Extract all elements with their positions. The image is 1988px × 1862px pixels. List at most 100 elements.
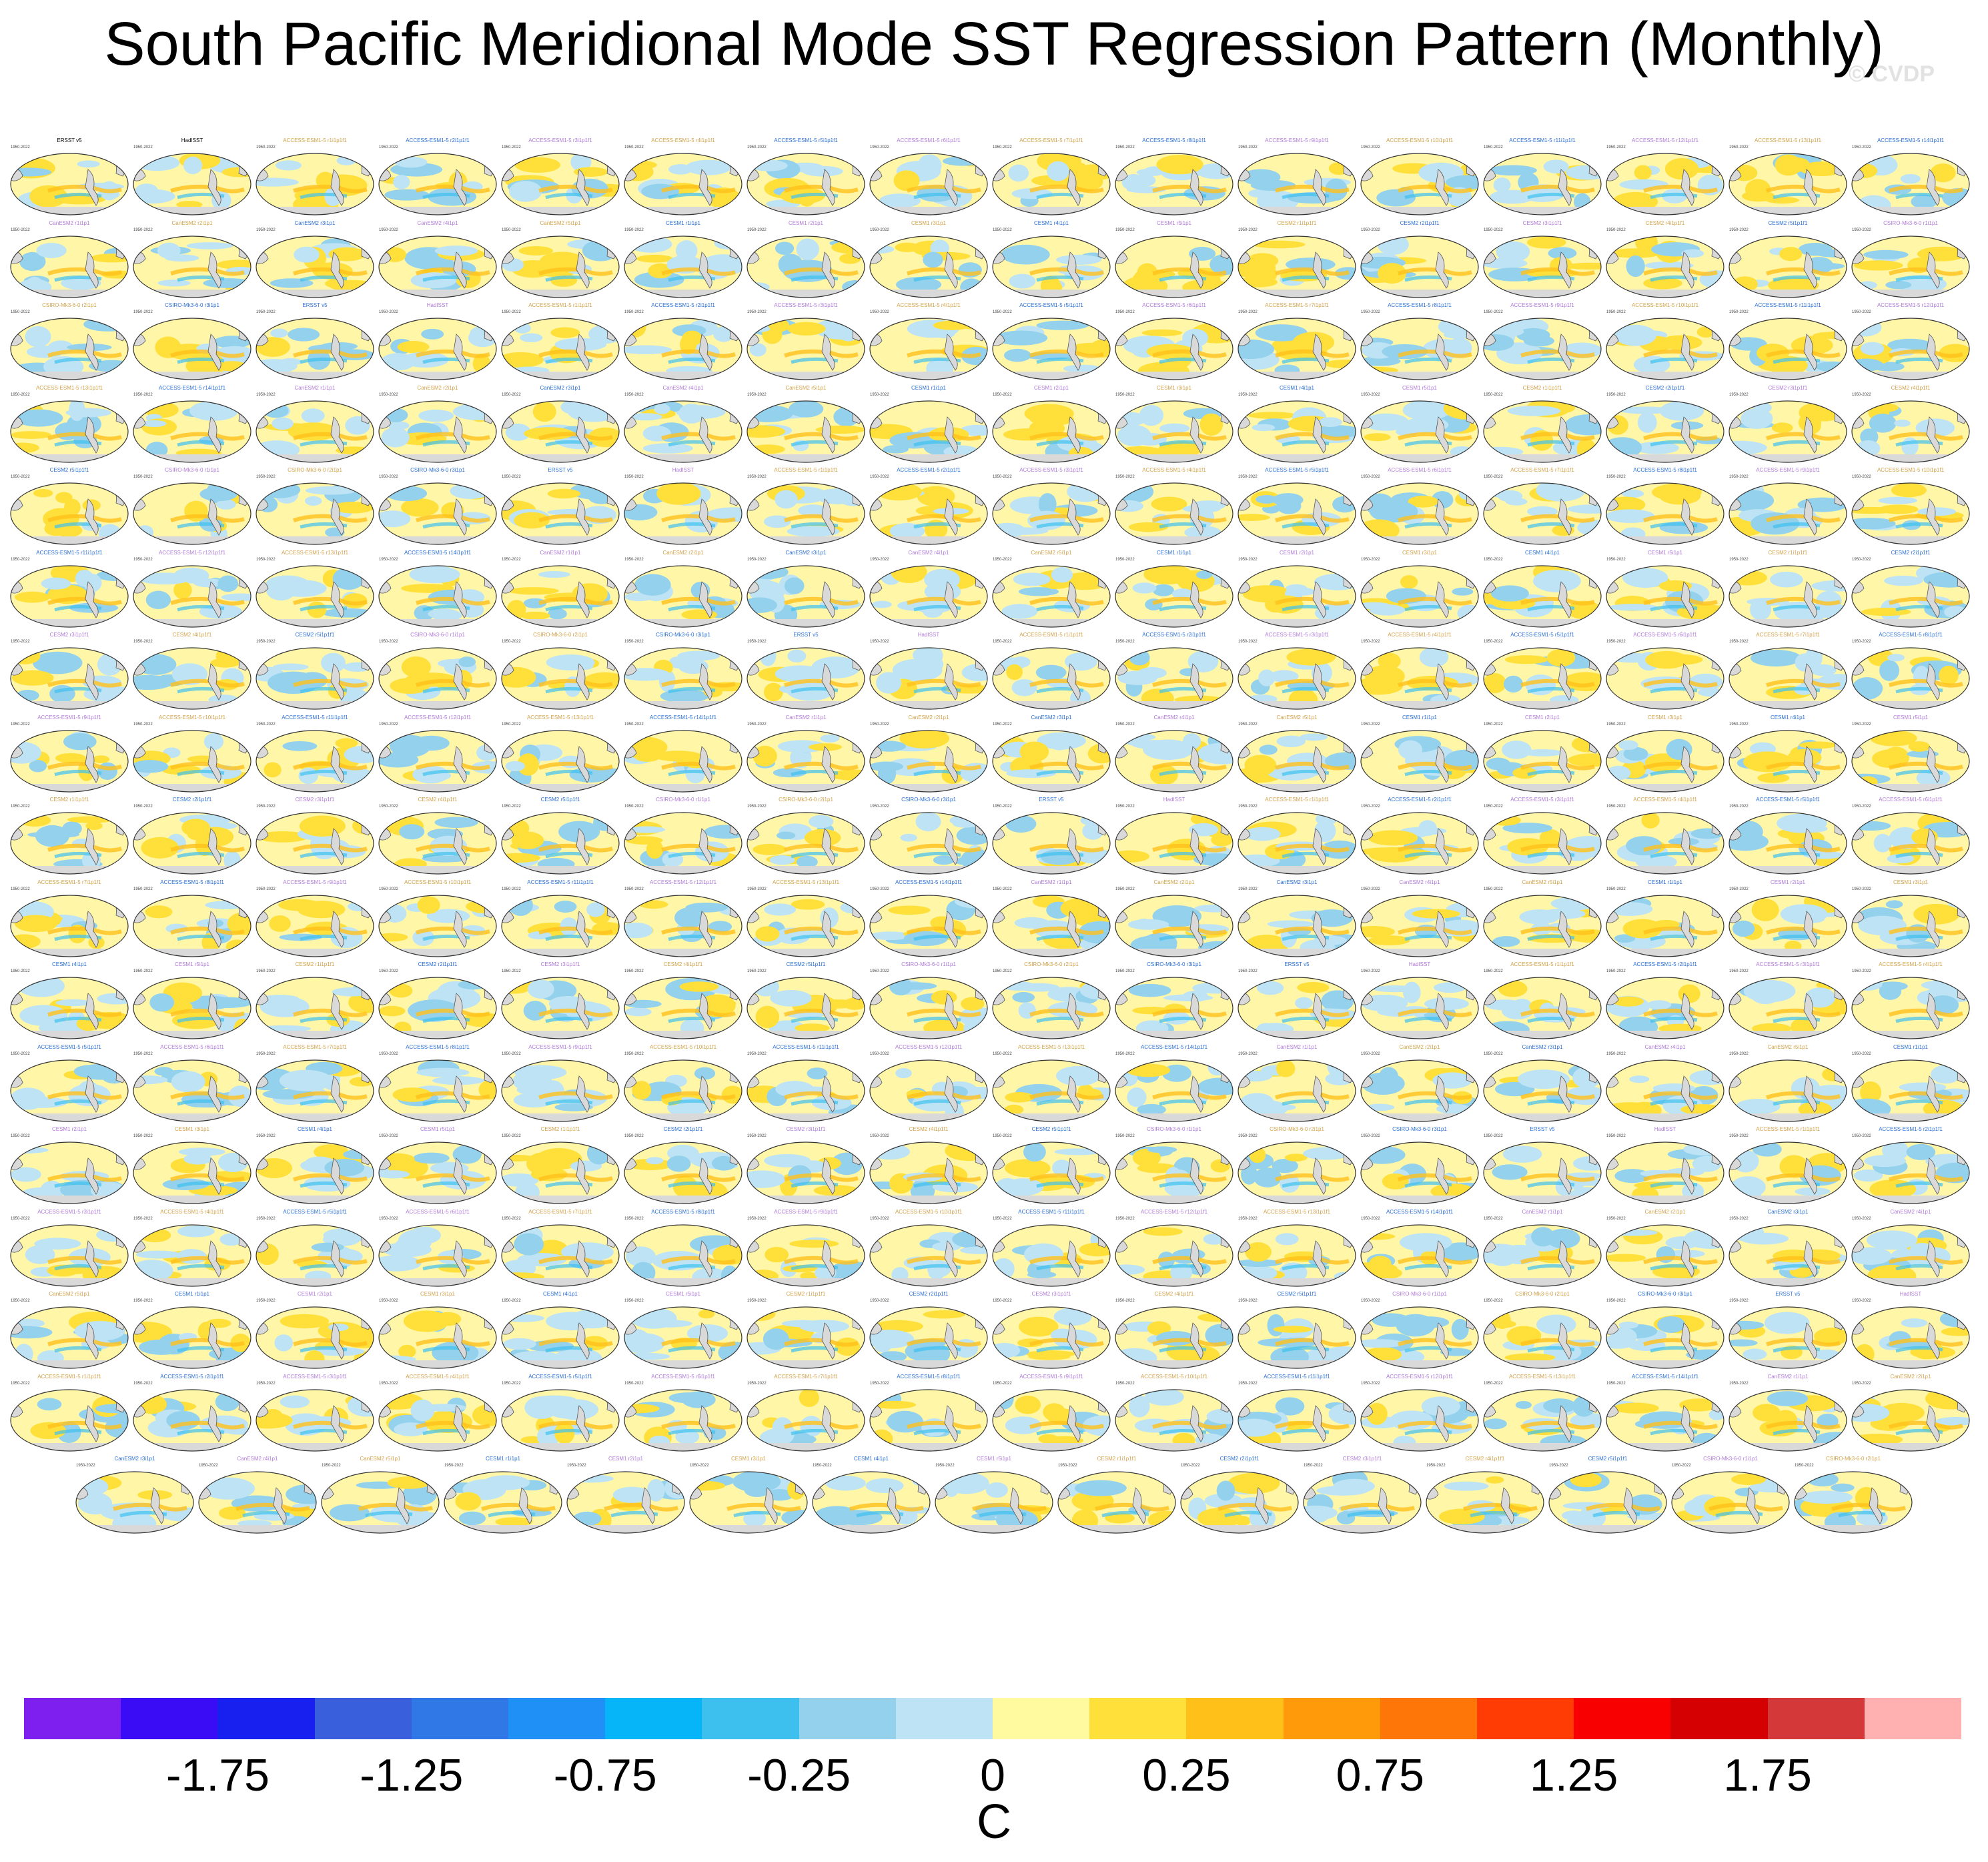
regression-map-panel: CSIRO-Mk3-6-0 r3i1p1 1950-2022 [622,632,744,713]
panel-period: 1950-2022 [624,227,644,232]
panel-label: CESM2 r2i1p1f1 [1891,549,1931,556]
panel-period: 1950-2022 [11,310,30,314]
regression-map-panel: ACCESS-ESM1-5 r4i1p1f1 1950-2022 [1113,467,1235,548]
panel-label: ACCESS-ESM1-5 r13i1p1f1 [1263,1208,1331,1215]
panel-period: 1950-2022 [1852,887,1871,891]
regression-map-panel: CanESM2 r3i1p1 1950-2022 [1481,1044,1604,1125]
panel-label: ACCESS-ESM1-5 r5i1p1f1 [774,137,838,143]
regression-map-panel: ACCESS-ESM1-5 r2i1p1f1 1950-2022 [1113,632,1235,713]
colorbar-swatch [1380,1698,1478,1739]
panel-label: CanESM2 r1i1p1 [1031,879,1072,885]
panel-period: 1950-2022 [379,1216,398,1221]
panel-period: 1950-2022 [256,392,276,397]
panel-label: CESM2 r1i1p1f1 [1097,1456,1137,1462]
panel-label: ACCESS-ESM1-5 r2i1p1f1 [1633,961,1697,967]
panel-label: ACCESS-ESM1-5 r14i1p1f1 [404,549,472,556]
panel-period: 1950-2022 [1484,310,1503,314]
panel-label: ACCESS-ESM1-5 r7i1p1f1 [774,1373,838,1380]
regression-map-panel: ACCESS-ESM1-5 r4i1p1f1 1950-2022 [622,137,744,219]
panel-label: ACCESS-ESM1-5 r2i1p1f1 [651,302,715,308]
panel-period: 1950-2022 [993,722,1012,727]
panel-period: 1950-2022 [1361,227,1380,232]
panel-period: 1950-2022 [133,557,153,562]
panel-period: 1950-2022 [11,1051,30,1056]
panel-period: 1950-2022 [1238,1216,1258,1221]
regression-map-panel: CESM2 r1i1p1f1 1950-2022 [1481,385,1604,466]
panel-period: 1950-2022 [993,887,1012,891]
panel-label: ACCESS-ESM1-5 r11i1p1f1 [1509,137,1576,143]
regression-map-panel: ACCESS-ESM1-5 r3i1p1f1 1950-2022 [744,302,867,384]
panel-period: 1950-2022 [870,1134,889,1138]
regression-map-panel: CESM1 r3i1p1 1950-2022 [867,220,990,302]
panel-period: 1950-2022 [502,887,521,891]
panel-period: 1950-2022 [993,227,1012,232]
panel-label: CESM1 r4i1p1 [51,961,87,967]
panel-period: 1950-2022 [1606,557,1626,562]
panel-period: 1950-2022 [1729,969,1749,973]
regression-map-panel: CESM1 r2i1p1 1950-2022 [1235,550,1358,631]
panel-period: 1950-2022 [133,1381,153,1386]
regression-map-panel: CanESM2 r1i1p1 1950-2022 [1481,1209,1604,1290]
regression-map-panel: CESM2 r4i1p1f1 1950-2022 [622,961,744,1043]
panel-label: CESM1 r5i1p1 [976,1456,1012,1462]
panel-period: 1950-2022 [76,1464,95,1468]
panel-label: HadISST [1899,1291,1922,1297]
panel-period: 1950-2022 [11,887,30,891]
regression-map-panel: CanESM2 r3i1p1 1950-2022 [73,1456,196,1537]
panel-period: 1950-2022 [1484,887,1503,891]
regression-map-panel: CanESM2 r5i1p1 1950-2022 [990,550,1113,631]
regression-map-panel: ACCESS-ESM1-5 r9i1p1f1 1950-2022 [1726,467,1849,548]
panel-label: ACCESS-ESM1-5 r13i1p1f1 [1017,1043,1085,1050]
regression-map-panel: ACCESS-ESM1-5 r12i1p1f1 1950-2022 [1604,137,1726,219]
panel-period: 1950-2022 [1238,969,1258,973]
panel-label: CSIRO-Mk3-6-0 r2i1p1 [1024,961,1079,967]
panel-period: 1950-2022 [1238,557,1258,562]
panel-label: CESM2 r5i1p1f1 [540,797,580,803]
panel-label: ACCESS-ESM1-5 r10i1p1f1 [895,1208,963,1215]
colorbar-swatch [1864,1698,1962,1739]
regression-map-panel: ACCESS-ESM1-5 r6i1p1f1 1950-2022 [1358,467,1481,548]
regression-map-panel: HadISST 1950-2022 [622,467,744,548]
panel-label: CSIRO-Mk3-6-0 r3i1p1 [410,467,465,473]
regression-map-panel: ACCESS-ESM1-5 r8i1p1f1 1950-2022 [376,1044,499,1125]
regression-map-panel: CSIRO-Mk3-6-0 r1i1p1 1950-2022 [131,467,254,548]
panel-period: 1950-2022 [133,1051,153,1056]
regression-map-panel: CESM1 r3i1p1 1950-2022 [1604,715,1726,796]
panel-label: CESM2 r3i1p1f1 [1768,384,1808,391]
regression-map-panel: ACCESS-ESM1-5 r6i1p1f1 1950-2022 [1113,302,1235,384]
panel-label: CanESM2 r4i1p1 [662,384,704,391]
panel-period: 1950-2022 [1852,805,1871,809]
panel-period: 1950-2022 [1238,227,1258,232]
regression-map-panel: ACCESS-ESM1-5 r8i1p1f1 1950-2022 [622,1209,744,1290]
panel-period: 1950-2022 [1729,557,1749,562]
panel-label: ACCESS-ESM1-5 r10i1p1f1 [1140,1373,1208,1380]
panel-label: CESM1 r3i1p1 [174,1126,210,1132]
regression-map-panel: ACCESS-ESM1-5 r3i1p1f1 1950-2022 [1481,797,1604,878]
regression-map-panel: CESM1 r2i1p1 1950-2022 [254,1291,376,1372]
panel-label: ACCESS-ESM1-5 r9i1p1f1 [1265,137,1329,143]
panel-period: 1950-2022 [1606,475,1626,479]
colorbar-swatch [24,1698,121,1739]
panel-label: ACCESS-ESM1-5 r9i1p1f1 [1756,467,1820,473]
panel-label: CanESM2 r4i1p1 [1644,1043,1686,1050]
regression-map-panel: ACCESS-ESM1-5 r13i1p1f1 1950-2022 [254,550,376,631]
panel-period: 1950-2022 [1606,1051,1626,1056]
panel-period: 1950-2022 [11,1216,30,1221]
panel-period: 1950-2022 [993,969,1012,973]
panel-period: 1950-2022 [1361,557,1380,562]
panel-period: 1950-2022 [133,805,153,809]
panel-label: ERSST v5 [1039,797,1064,803]
panel-label: CESM1 r5i1p1 [1402,384,1438,391]
panel-label: CanESM2 r5i1p1 [785,384,827,391]
panel-label: CESM2 r5i1p1f1 [1277,1291,1317,1297]
panel-label: ACCESS-ESM1-5 r2i1p1f1 [160,1373,224,1380]
panel-period: 1950-2022 [870,1216,889,1221]
panel-period: 1950-2022 [993,1216,1012,1221]
regression-map-panel: ACCESS-ESM1-5 r1i1p1f1 1950-2022 [1235,797,1358,878]
panel-label: CESM1 r4i1p1 [1770,714,1806,721]
panel-period: 1950-2022 [747,310,767,314]
panel-label: ACCESS-ESM1-5 r13i1p1f1 [1754,137,1822,143]
panel-label: ERSST v5 [1775,1291,1801,1297]
panel-label: ACCESS-ESM1-5 r9i1p1f1 [37,714,101,721]
panel-label: CESM1 r3i1p1 [1402,549,1438,556]
